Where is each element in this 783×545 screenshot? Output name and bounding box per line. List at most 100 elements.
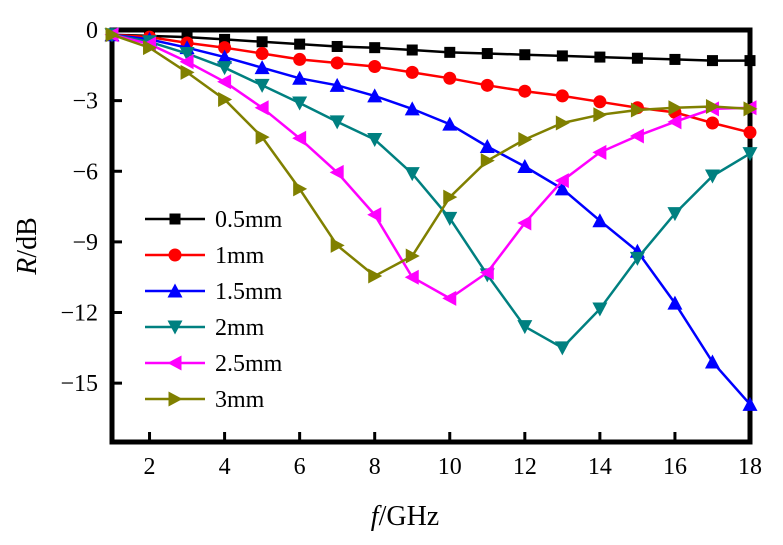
data-point-3mm — [443, 189, 458, 205]
data-point-0-5mm — [444, 46, 456, 58]
data-point-0-5mm — [594, 51, 606, 63]
data-point-1-5mm — [442, 116, 458, 131]
data-point-2mm — [704, 169, 720, 184]
data-point-1mm — [330, 56, 344, 70]
data-point-1-5mm — [217, 49, 233, 64]
y-tick-label: −6 — [72, 159, 98, 185]
data-point-1mm — [555, 89, 569, 103]
data-point-1mm — [518, 84, 532, 98]
data-point-1mm — [705, 116, 719, 130]
data-point-3mm — [180, 64, 195, 80]
data-point-2mm — [742, 147, 758, 162]
data-point-1mm — [368, 59, 382, 73]
data-point-1-5mm — [404, 101, 420, 116]
legend-label-1-5mm: 1.5mm — [215, 279, 283, 305]
data-point-2-5mm — [254, 100, 269, 116]
data-point-2mm — [629, 251, 645, 266]
data-point-2mm — [367, 132, 383, 147]
data-point-0-5mm — [744, 55, 756, 67]
data-point-3mm — [143, 40, 158, 56]
x-tick-label: 12 — [513, 454, 537, 480]
y-tick-label: −3 — [72, 89, 98, 115]
data-point-3mm — [255, 129, 270, 145]
x-tick-label: 4 — [219, 454, 231, 480]
axis-ticks — [112, 28, 752, 442]
data-point-2-5mm — [404, 269, 419, 285]
data-point-0-5mm — [219, 33, 231, 45]
data-point-1-5mm — [667, 295, 683, 310]
legend-item-2-5mm: 2.5mm — [145, 351, 283, 377]
legend-marker-2-5mm — [167, 355, 182, 371]
legend-label-2mm: 2mm — [215, 315, 265, 341]
data-point-0-5mm — [369, 42, 381, 54]
legend-marker-1mm — [168, 248, 182, 262]
data-point-2mm — [254, 78, 270, 93]
data-point-3mm — [743, 101, 758, 117]
x-tick-label: 14 — [588, 454, 612, 480]
legend-marker-3mm — [168, 391, 183, 407]
data-point-2mm — [329, 115, 345, 130]
data-point-3mm — [330, 237, 345, 253]
x-tick-label: 8 — [369, 454, 381, 480]
data-point-3mm — [630, 102, 645, 118]
series-line-2mm — [111, 33, 751, 350]
legend-item-1-5mm: 1.5mm — [145, 279, 283, 305]
data-point-1-5mm — [254, 60, 270, 75]
x-tick-label: 16 — [663, 454, 687, 480]
data-point-1mm — [255, 47, 269, 61]
x-axis-title: f/GHz — [371, 501, 439, 532]
data-point-3mm — [593, 107, 608, 123]
data-point-2mm — [179, 47, 195, 62]
x-tick-label: 18 — [738, 454, 762, 480]
legend-label-1mm: 1mm — [215, 243, 265, 269]
data-point-0-5mm — [519, 49, 531, 61]
data-point-2-5mm — [292, 130, 307, 146]
data-point-1mm — [480, 78, 494, 92]
data-point-3mm — [518, 131, 533, 147]
x-tick-label: 2 — [144, 454, 156, 480]
data-point-3mm — [555, 115, 570, 131]
axis-tick-labels: 2 4 6 8 10 12 14 16 18 0 −3 −6 −9 −12 −15 — [60, 18, 762, 480]
data-point-1-5mm — [292, 70, 308, 85]
y-tick-label: −12 — [60, 301, 98, 327]
data-point-1mm — [405, 65, 419, 79]
data-point-0-5mm — [556, 50, 568, 62]
data-point-2mm — [292, 96, 308, 111]
data-point-3mm — [105, 27, 120, 43]
legend-label-0-5mm: 0.5mm — [215, 207, 283, 233]
y-axis-title: R/dB — [12, 217, 43, 276]
plot-frame — [109, 27, 753, 445]
legend-label-2-5mm: 2.5mm — [215, 351, 283, 377]
data-point-2-5mm — [217, 74, 232, 90]
data-point-2mm — [217, 61, 233, 76]
data-point-2-5mm — [629, 128, 644, 144]
data-point-3mm — [705, 99, 720, 115]
data-point-2mm — [404, 167, 420, 182]
data-point-0-5mm — [256, 36, 268, 48]
data-point-1mm — [218, 41, 232, 55]
series-2-5mm — [104, 27, 757, 306]
legend: 0.5mm 1mm 1.5mm 2mm 2.5mm 3mm — [145, 207, 283, 413]
data-point-0-5mm — [631, 52, 643, 64]
series-line-0-5mm — [111, 33, 750, 62]
data-point-1-5mm — [704, 354, 720, 369]
series-3mm — [105, 27, 758, 284]
series-layer — [104, 27, 758, 411]
legend-item-2mm: 2mm — [145, 315, 265, 341]
data-point-3mm — [368, 268, 383, 284]
data-point-1-5mm — [742, 396, 758, 411]
data-point-1mm — [593, 95, 607, 109]
data-point-1-5mm — [367, 88, 383, 103]
data-point-2-5mm — [517, 215, 532, 231]
data-point-2mm — [592, 302, 608, 317]
data-point-2-5mm — [329, 164, 344, 180]
data-point-1-5mm — [554, 181, 570, 196]
data-point-1-5mm — [479, 139, 495, 154]
legend-item-1mm: 1mm — [145, 243, 265, 269]
data-point-2-5mm — [479, 264, 494, 280]
data-point-1-5mm — [329, 77, 345, 92]
data-point-3mm — [405, 248, 420, 264]
data-point-1mm — [293, 52, 307, 66]
data-point-1mm — [443, 71, 457, 85]
